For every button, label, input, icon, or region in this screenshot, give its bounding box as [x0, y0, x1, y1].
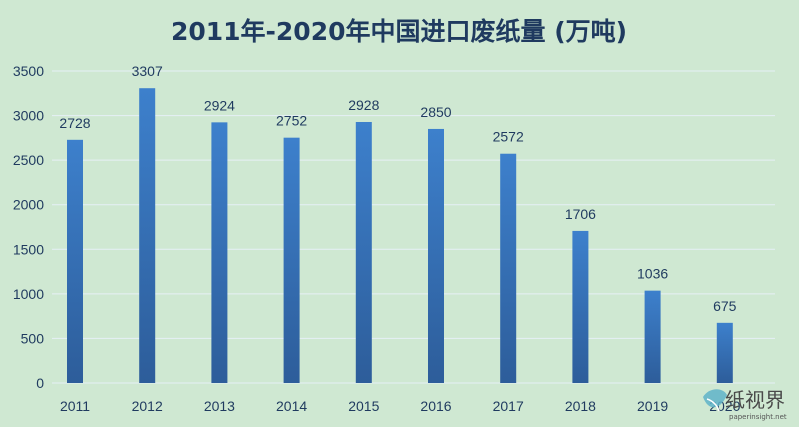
- y-tick-label: 3500: [13, 63, 44, 79]
- bar-2011: [67, 139, 83, 383]
- y-axis-ticks: 0 500 1000 1500 2000 2500 3000 3500: [13, 63, 44, 391]
- x-tick-label: 2019: [637, 398, 668, 414]
- data-label-2018: 1706: [565, 206, 596, 222]
- y-tick-label: 500: [21, 330, 45, 346]
- bar-2015: [355, 121, 372, 383]
- chart-title: 2011年-2020年中国进口废纸量 (万吨): [171, 17, 627, 46]
- data-label-2014: 2752: [276, 113, 307, 129]
- bar-2013: [211, 122, 228, 383]
- watermark-url: paperinsight.net: [729, 413, 787, 421]
- data-label-2012: 3307: [132, 63, 163, 79]
- bar-2012: [139, 88, 156, 383]
- leaf-icon: [703, 389, 727, 408]
- x-tick-label: 2018: [565, 398, 596, 414]
- bar-2017: [500, 153, 517, 383]
- bar-2020: [716, 322, 733, 383]
- data-label-2015: 2928: [348, 97, 379, 113]
- x-tick-label: 2016: [420, 398, 451, 414]
- watermark-logo: 纸视界 paperinsight.net: [703, 388, 787, 421]
- bar-2016: [428, 128, 444, 383]
- x-tick-label: 2013: [204, 398, 235, 414]
- data-labels: 2728 3307 2924 2752 2928 2850 2572 1706 1036 675: [59, 63, 736, 314]
- bars: [67, 88, 733, 383]
- watermark-brand: 纸视界: [725, 388, 785, 412]
- gridlines: [52, 70, 775, 384]
- y-tick-label: 1500: [13, 241, 44, 257]
- bar-2018: [572, 230, 589, 383]
- x-tick-label: 2011: [60, 398, 90, 414]
- data-label-2020: 675: [713, 298, 737, 314]
- y-tick-label: 2000: [13, 197, 44, 213]
- data-label-2017: 2572: [493, 129, 524, 145]
- x-tick-label: 2017: [493, 398, 524, 414]
- y-tick-label: 1000: [13, 286, 44, 302]
- x-axis-ticks: 2011 2012 2013 2014 2015 2016 2017 2018 2019 2020: [60, 398, 741, 414]
- data-label-2011: 2728: [59, 115, 90, 131]
- data-label-2016: 2850: [420, 104, 451, 120]
- x-tick-label: 2012: [132, 398, 163, 414]
- x-tick-label: 2015: [348, 398, 379, 414]
- x-tick-label: 2014: [276, 398, 307, 414]
- y-tick-label: 0: [36, 375, 44, 391]
- y-tick-label: 2500: [13, 152, 44, 168]
- bar-2014: [283, 137, 300, 383]
- y-tick-label: 3000: [13, 108, 44, 124]
- data-label-2013: 2924: [204, 97, 235, 113]
- bar-2019: [644, 290, 661, 383]
- data-label-2019: 1036: [637, 266, 668, 282]
